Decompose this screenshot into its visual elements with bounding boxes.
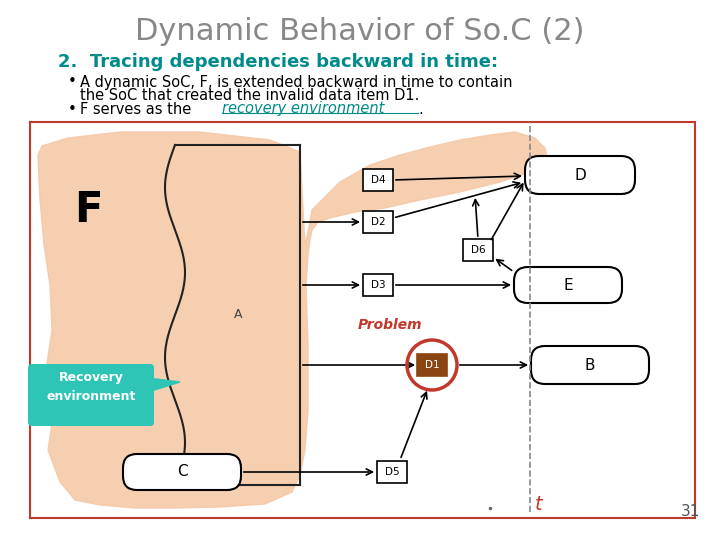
Text: Recovery
environment: Recovery environment <box>46 372 135 402</box>
FancyBboxPatch shape <box>363 169 393 191</box>
FancyBboxPatch shape <box>463 239 493 261</box>
Text: E: E <box>563 278 573 293</box>
Text: D6: D6 <box>471 245 485 255</box>
FancyBboxPatch shape <box>123 454 241 490</box>
Text: F: F <box>73 189 102 231</box>
Text: Problem: Problem <box>358 318 423 332</box>
Text: •: • <box>68 75 77 90</box>
Text: .: . <box>418 102 423 117</box>
FancyBboxPatch shape <box>363 274 393 296</box>
FancyBboxPatch shape <box>30 122 695 518</box>
Polygon shape <box>38 132 548 508</box>
Text: F serves as the: F serves as the <box>80 102 196 117</box>
Text: D1: D1 <box>425 360 439 370</box>
Text: D2: D2 <box>371 217 385 227</box>
Text: $t$: $t$ <box>534 496 544 515</box>
Text: •: • <box>68 102 77 117</box>
Text: B: B <box>585 357 595 373</box>
FancyBboxPatch shape <box>377 461 407 483</box>
FancyBboxPatch shape <box>531 346 649 384</box>
Text: D5: D5 <box>384 467 400 477</box>
Text: A dynamic SoC, F, is extended backward in time to contain: A dynamic SoC, F, is extended backward i… <box>80 75 513 90</box>
FancyBboxPatch shape <box>363 211 393 233</box>
Text: C: C <box>176 464 187 480</box>
Text: A: A <box>234 308 242 321</box>
FancyBboxPatch shape <box>525 156 635 194</box>
Text: recovery environment: recovery environment <box>222 102 384 117</box>
Text: 31: 31 <box>680 504 700 519</box>
Text: D3: D3 <box>371 280 385 290</box>
Text: Dynamic Behavior of So.C (2): Dynamic Behavior of So.C (2) <box>135 17 585 46</box>
Polygon shape <box>148 378 180 392</box>
Text: D: D <box>574 167 586 183</box>
FancyBboxPatch shape <box>514 267 622 303</box>
Text: the SoC that created the invalid data item D1.: the SoC that created the invalid data it… <box>80 87 419 103</box>
Text: D4: D4 <box>371 175 385 185</box>
Text: 2.  Tracing dependencies backward in time:: 2. Tracing dependencies backward in time… <box>58 53 498 71</box>
FancyBboxPatch shape <box>28 364 154 426</box>
FancyBboxPatch shape <box>417 354 447 376</box>
